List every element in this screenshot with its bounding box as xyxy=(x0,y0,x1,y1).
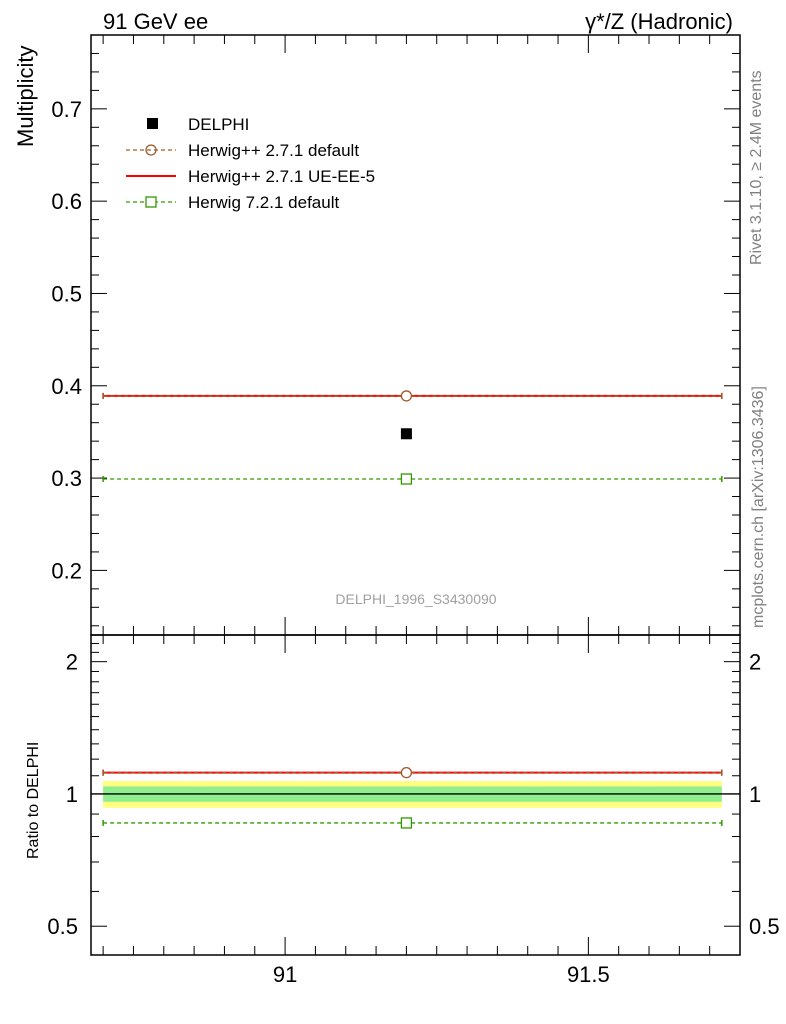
x-tick-label: 91.5 xyxy=(567,962,610,987)
x-tick-labels: 91 91.5 xyxy=(273,962,610,987)
main-y-tick-label: 0.4 xyxy=(51,374,82,399)
data-point-delphi xyxy=(400,428,412,440)
header-left: 91 GeV ee xyxy=(103,9,208,34)
main-ticks: 0.2 0.3 0.4 0.5 0.6 0.7 xyxy=(51,34,741,635)
main-y-axis-title: Multiplicity xyxy=(13,46,38,147)
series-1-marker xyxy=(400,767,413,779)
legend-marker-delphi xyxy=(147,118,158,129)
legend-label-herwigpp-ueee5: Herwig++ 2.7.1 UE-EE-5 xyxy=(188,167,375,186)
ratio-y-tick-label-left: 1 xyxy=(66,782,78,807)
ratio-y-tick-label-left: 0.5 xyxy=(47,914,78,939)
legend-label-herwig7-default: Herwig 7.2.1 default xyxy=(188,193,339,212)
analysis-label: DELPHI_1996_S3430090 xyxy=(335,591,496,607)
main-y-tick-label: 0.2 xyxy=(51,558,82,583)
legend-label-delphi: DELPHI xyxy=(188,115,249,134)
main-y-tick-label: 0.6 xyxy=(51,189,82,214)
ratio-y-tick-label-left: 2 xyxy=(66,650,78,675)
ratio-frame xyxy=(90,634,741,956)
ratio-ticks: 0.5 0.5 1 1 2 2 xyxy=(47,635,780,955)
main-y-tick-label: 0.3 xyxy=(51,466,82,491)
main-series xyxy=(102,390,723,485)
series-1-marker xyxy=(400,390,413,402)
ratio-bands xyxy=(91,781,740,808)
series-2-marker xyxy=(400,473,413,485)
ratio-y-axis-title: Ratio to DELPHI xyxy=(25,742,42,859)
legend-marker-herwig7-default xyxy=(145,196,157,208)
series-2-marker xyxy=(400,817,413,829)
ratio-series xyxy=(102,767,723,829)
x-tick-label: 91 xyxy=(273,962,297,987)
side-text-top: Rivet 3.1.10, ≥ 2.4M events xyxy=(748,70,765,265)
legend-marker-herwigpp-default xyxy=(145,144,157,156)
ratio-y-tick-label-right: 1 xyxy=(749,782,761,807)
header-right: γ*/Z (Hadronic) xyxy=(585,9,733,34)
ratio-y-tick-label-right: 2 xyxy=(749,650,761,675)
main-y-tick-label: 0.5 xyxy=(51,281,82,306)
ratio-panel: 0.5 0.5 1 1 2 2 xyxy=(47,634,780,956)
ratio-y-tick-label-right: 0.5 xyxy=(749,914,780,939)
legend-label-herwigpp-default: Herwig++ 2.7.1 default xyxy=(188,141,359,160)
main-y-tick-label: 0.7 xyxy=(51,97,82,122)
side-text-bottom: mcplots.cern.ch [arXiv:1306.3436] xyxy=(750,386,767,628)
legend: DELPHI Herwig++ 2.7.1 default Herwig++ 2… xyxy=(126,115,375,212)
